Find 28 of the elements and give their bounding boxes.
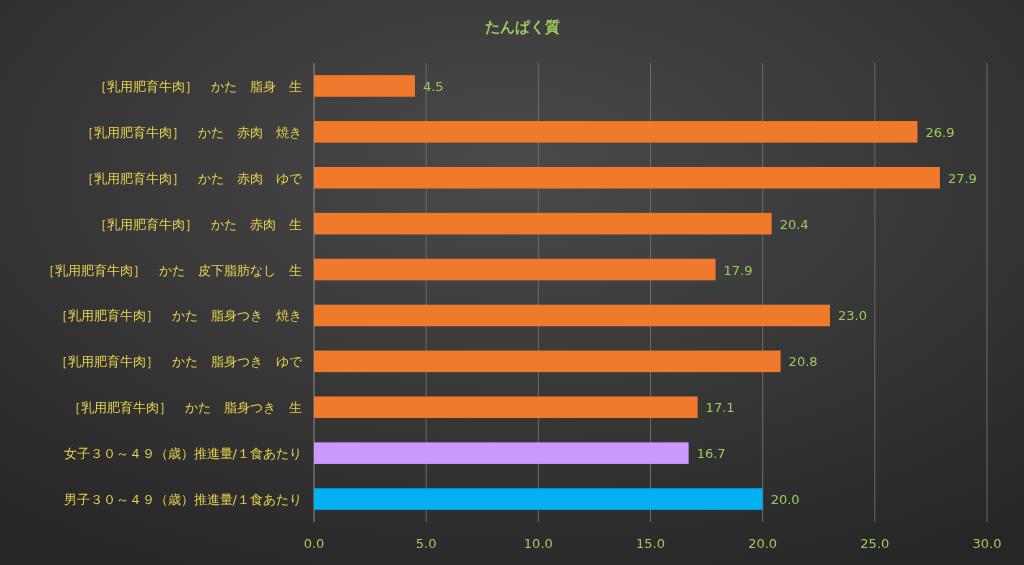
chart-title: たんぱく質 bbox=[484, 18, 560, 36]
data-label: 16.7 bbox=[696, 446, 726, 462]
y-tick-label: ［乳用肥育牛肉］ かた 皮下脂肪なし 生 bbox=[42, 262, 302, 278]
x-tick-label: 30.0 bbox=[972, 536, 1002, 551]
y-tick-label: ［乳用肥育牛肉］ かた 脂身 生 bbox=[94, 78, 302, 94]
y-tick-label: 男子３０～４９（歳）推進量/１食あたり bbox=[63, 492, 302, 508]
data-label: 20.0 bbox=[770, 492, 800, 508]
y-tick-label: ［乳用肥育牛肉］ かた 脂身つき ゆで bbox=[55, 354, 303, 370]
x-tick-label: 15.0 bbox=[636, 536, 665, 551]
data-label: 27.9 bbox=[947, 170, 977, 186]
x-tick-label: 0.0 bbox=[303, 536, 325, 551]
x-tick-label: 20.0 bbox=[748, 536, 778, 551]
data-label: 20.4 bbox=[779, 216, 809, 232]
data-label: 23.0 bbox=[837, 308, 867, 324]
y-tick-label: ［乳用肥育牛肉］ かた 脂身つき 生 bbox=[68, 400, 302, 416]
y-tick-label: ［乳用肥育牛肉］ かた 赤肉 焼き bbox=[81, 124, 302, 140]
y-tick-label: ［乳用肥育牛肉］ かた 脂身つき 焼き bbox=[55, 308, 302, 324]
y-tick-label: ［乳用肥育牛肉］ かた 赤肉 ゆで bbox=[81, 170, 303, 186]
data-label: 4.5 bbox=[422, 78, 444, 94]
data-label: 26.9 bbox=[925, 124, 955, 140]
x-tick-label: 5.0 bbox=[415, 536, 437, 551]
y-tick-label: ［乳用肥育牛肉］ かた 赤肉 生 bbox=[94, 216, 302, 232]
x-tick-label: 25.0 bbox=[860, 536, 890, 551]
data-label: 20.8 bbox=[788, 354, 818, 370]
x-tick-label: 10.0 bbox=[523, 536, 553, 551]
data-label: 17.9 bbox=[723, 262, 753, 278]
data-label: 17.1 bbox=[705, 400, 735, 416]
y-tick-label: 女子３０～４９（歳）推進量/１食あたり bbox=[63, 446, 302, 462]
